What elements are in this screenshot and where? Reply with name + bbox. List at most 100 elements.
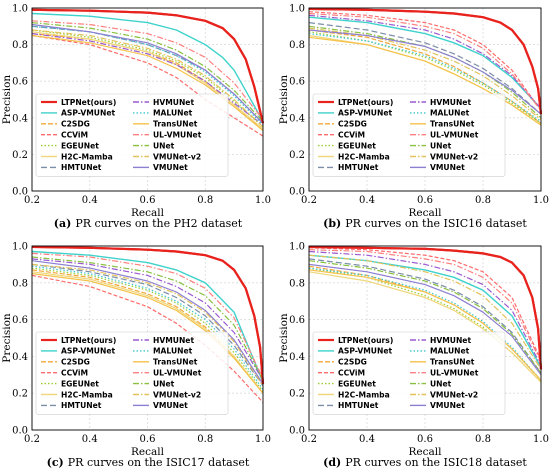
x-tick-label: 1.0: [255, 434, 271, 445]
legend-label: HVMUNet: [153, 336, 194, 345]
y-tick-label: 0.4: [12, 113, 28, 124]
x-tick-label: 1.0: [255, 195, 271, 206]
legend-label: HVMUNet: [430, 336, 471, 345]
series-line: [31, 29, 264, 128]
series-line: [308, 269, 542, 381]
y-tick-label: 0.4: [12, 352, 28, 363]
legend-label: UL-VMUNet: [430, 131, 479, 140]
panel-caption: (d) PR curves on the ISIC18 dataset: [323, 456, 527, 469]
y-tick-label: 0.0: [289, 426, 305, 437]
series-line: [31, 23, 264, 124]
legend-label: EGEUNet: [61, 141, 99, 150]
x-axis-label: Recall: [131, 207, 165, 219]
series-line: [31, 274, 264, 403]
series-line: [31, 33, 264, 126]
panel-caption-prefix: (a): [54, 217, 72, 230]
legend-label: HMTUNet: [338, 163, 379, 172]
legend-label: HVMUNet: [153, 98, 194, 107]
x-tick-label: 0.2: [24, 195, 40, 206]
legend-label: ASP-VMUNet: [338, 347, 392, 356]
series-line: [308, 31, 542, 124]
x-tick-label: 0.2: [301, 434, 317, 445]
axes-frame: [308, 7, 542, 192]
panel-caption: (b) PR curves on the ISIC16 dataset: [323, 217, 527, 230]
x-axis-label: Recall: [409, 207, 443, 219]
x-tick-label: 0.8: [475, 195, 491, 206]
series-line: [31, 12, 264, 122]
x-tick-label: 0.6: [417, 434, 433, 445]
legend-label: TransUNet: [153, 358, 198, 367]
series-line-highlight: [308, 7, 543, 115]
legend-label: TransUNet: [430, 120, 475, 129]
x-tick-label: 0.2: [301, 195, 317, 206]
legend-label: MALUNet: [153, 109, 193, 118]
legend-label: H2C-Mamba: [61, 152, 113, 161]
series-line: [308, 36, 542, 126]
panel-caption-text: PR curves on the ISIC18 dataset: [345, 456, 527, 469]
panel-caption-prefix: (c): [47, 456, 64, 469]
series-line: [31, 273, 264, 394]
legend-label: ASP-VMUNet: [338, 109, 392, 118]
y-tick-label: 0.2: [289, 389, 305, 400]
x-axis-label: Recall: [409, 446, 443, 458]
y-tick-label: 0.6: [12, 315, 28, 326]
legend-label: VMUNet: [153, 163, 188, 172]
series-line: [31, 265, 264, 390]
y-axis-label: Precision: [278, 75, 290, 125]
y-tick-label: 0.6: [12, 77, 28, 88]
x-tick-label: 0.6: [140, 434, 156, 445]
x-tick-label: 0.4: [359, 195, 375, 206]
x-tick-label: 0.8: [475, 434, 491, 445]
series-line: [31, 263, 264, 387]
series-line: [31, 31, 264, 130]
panel-caption-text: PR curves on the ISIC16 dataset: [345, 217, 527, 230]
legend-label: H2C-Mamba: [338, 390, 390, 399]
series-line: [308, 250, 542, 366]
series-line: [308, 29, 542, 124]
series-line: [308, 11, 542, 111]
series-line-highlight: [31, 245, 265, 385]
x-tick-label: 0.8: [197, 195, 213, 206]
legend-label: H2C-Mamba: [61, 390, 113, 399]
series-line: [31, 263, 264, 387]
series-line: [31, 252, 264, 379]
panel-caption-prefix: (d): [323, 456, 341, 469]
legend-label: HMTUNet: [61, 163, 102, 172]
legend-label: EGEUNet: [338, 141, 376, 150]
legend-label: ASP-VMUNet: [61, 347, 115, 356]
legend-label: C2SDG: [338, 358, 367, 367]
series-line: [31, 250, 264, 383]
series-line: [308, 25, 542, 119]
legend-box: [35, 331, 229, 415]
legend-label: VMUNet-v2: [430, 390, 478, 399]
pr-chart-panel: 0.2 0.4 0.6 0.8 1.00.00.20.40.60.81.0RecallP…: [278, 242, 549, 470]
series-line: [308, 271, 542, 383]
series-line-highlight: [308, 245, 543, 370]
y-axis-label: Precision: [1, 313, 13, 363]
series-line: [31, 20, 264, 120]
panel-caption-text: PR curves on the ISIC17 dataset: [68, 456, 250, 469]
legend-label: HMTUNet: [61, 401, 102, 410]
x-axis-label: Recall: [131, 446, 165, 458]
legend-label: UNet: [430, 141, 452, 150]
axes-frame: [31, 245, 264, 431]
legend-label: ASP-VMUNet: [61, 109, 115, 118]
y-axis-label: Precision: [278, 313, 290, 363]
y-tick-label: 0.0: [12, 426, 28, 437]
y-tick-label: 0.2: [12, 389, 28, 400]
x-tick-label: 0.6: [417, 195, 433, 206]
series-line: [31, 256, 264, 381]
legend-label: UL-VMUNet: [153, 131, 202, 140]
y-tick-label: 0.4: [289, 352, 305, 363]
series-line: [308, 258, 542, 374]
legend-label: CCViM: [338, 369, 365, 378]
series-line: [31, 271, 264, 394]
series-line: [308, 247, 542, 361]
y-tick-label: 1.0: [12, 242, 28, 253]
panel-caption: (a) PR curves on the PH2 dataset: [54, 217, 243, 230]
y-tick-label: 0.6: [289, 315, 305, 326]
legend-label: LTPNet(ours): [338, 336, 393, 345]
axes-frame: [31, 7, 264, 192]
y-tick-label: 0.8: [12, 278, 28, 289]
